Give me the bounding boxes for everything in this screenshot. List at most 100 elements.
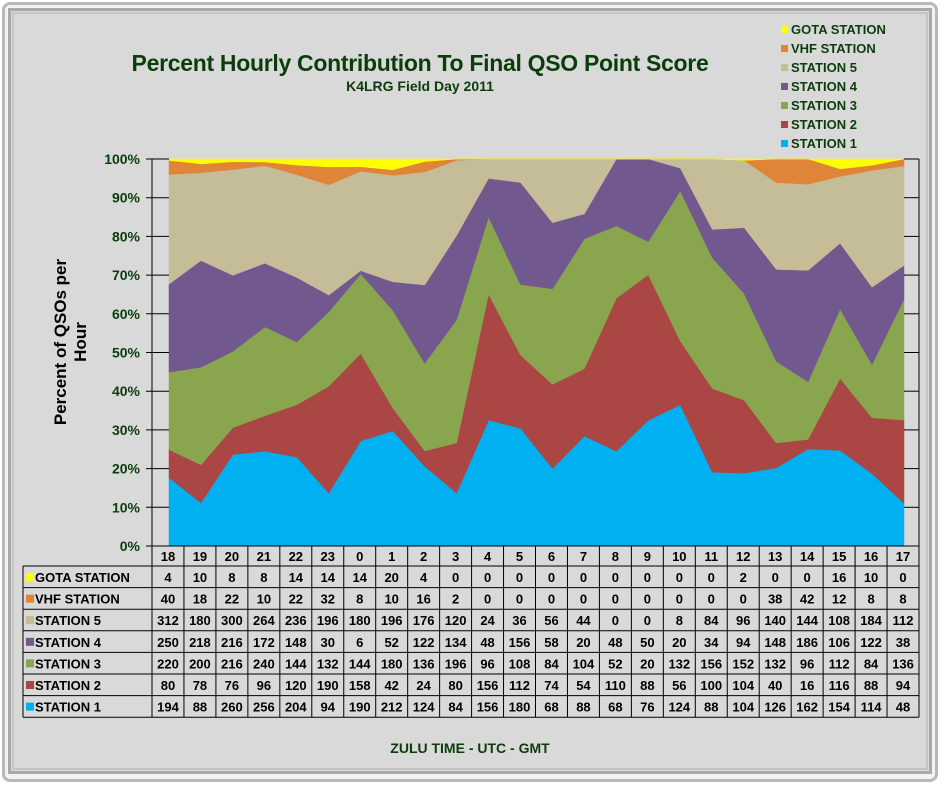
- table-cell: 22: [225, 592, 239, 607]
- table-row-label: GOTA STATION: [35, 570, 130, 585]
- table-cell: 0: [516, 570, 523, 585]
- table-cell: 22: [289, 592, 303, 607]
- table-cell: 0: [452, 570, 459, 585]
- table-cell: 8: [899, 592, 906, 607]
- table-cell: 124: [668, 700, 690, 715]
- y-tick-label: 10%: [112, 499, 141, 515]
- table-cell: 10: [257, 592, 271, 607]
- table-cell: 20: [384, 570, 398, 585]
- table-cell: 106: [828, 635, 850, 650]
- table-cell: 0: [612, 613, 619, 628]
- table-cell: 194: [157, 700, 179, 715]
- table-cell: 50: [640, 635, 654, 650]
- table-cell: 30: [321, 635, 335, 650]
- table-key-station-1: [26, 702, 34, 711]
- legend-swatch: [781, 102, 788, 109]
- table-cell: 20: [640, 656, 654, 671]
- table-cell: 156: [700, 656, 722, 671]
- table-row-label: STATION 2: [35, 678, 101, 693]
- table-cell: 94: [736, 635, 751, 650]
- chart-inner-border: [12, 12, 928, 770]
- table-cell: 16: [832, 570, 846, 585]
- table-cell: 14: [321, 570, 336, 585]
- table-cell: 96: [800, 656, 814, 671]
- table-cell: 216: [221, 656, 243, 671]
- table-cell: 76: [640, 700, 654, 715]
- legend-label: STATION 3: [791, 98, 857, 113]
- table-key-station-5: [26, 616, 34, 625]
- table-cell: 94: [321, 700, 336, 715]
- table-cell: 84: [448, 700, 463, 715]
- table-cell: 0: [580, 592, 587, 607]
- table-cell: 80: [448, 678, 462, 693]
- legend-label: STATION 2: [791, 117, 857, 132]
- table-key-station-3: [26, 659, 34, 668]
- table-cell: 156: [509, 635, 531, 650]
- table-cell: 48: [480, 635, 494, 650]
- table-cell: 8: [228, 570, 235, 585]
- table-cell: 14: [352, 570, 367, 585]
- table-cell: 0: [612, 570, 619, 585]
- y-tick-label: 90%: [112, 190, 141, 206]
- table-key-station-4: [26, 637, 34, 646]
- table-cell: 0: [740, 592, 747, 607]
- table-cell: 180: [189, 613, 211, 628]
- table-cell: 80: [161, 678, 175, 693]
- table-cell: 0: [899, 570, 906, 585]
- table-cell: 4: [420, 570, 428, 585]
- x-tick-label: 7: [580, 549, 587, 564]
- table-cell: 84: [864, 656, 879, 671]
- y-tick-label: 100%: [104, 151, 140, 167]
- table-cell: 18: [193, 592, 207, 607]
- legend-label: VHF STATION: [791, 41, 876, 56]
- table-cell: 52: [608, 656, 622, 671]
- x-tick-label: 14: [800, 549, 815, 564]
- table-cell: 84: [704, 613, 719, 628]
- table-cell: 20: [672, 635, 686, 650]
- x-tick-label: 19: [193, 549, 207, 564]
- table-row-label: STATION 1: [35, 700, 101, 715]
- y-tick-label: 0%: [120, 538, 141, 554]
- x-tick-label: 23: [321, 549, 335, 564]
- table-cell: 116: [829, 678, 850, 693]
- table-cell: 48: [608, 635, 622, 650]
- x-tick-label: 10: [672, 549, 686, 564]
- table-cell: 0: [676, 592, 683, 607]
- table-row-label: VHF STATION: [35, 592, 120, 607]
- table-cell: 144: [349, 656, 371, 671]
- table-cell: 144: [796, 613, 818, 628]
- table-cell: 88: [576, 700, 590, 715]
- table-cell: 0: [548, 570, 555, 585]
- table-cell: 0: [612, 592, 619, 607]
- legend-swatch: [781, 64, 788, 71]
- table-cell: 124: [413, 700, 435, 715]
- table-cell: 76: [225, 678, 239, 693]
- x-tick-label: 21: [257, 549, 271, 564]
- table-cell: 190: [349, 700, 371, 715]
- table-cell: 96: [257, 678, 271, 693]
- table-cell: 96: [736, 613, 750, 628]
- legend-swatch: [781, 83, 788, 90]
- x-tick-label: 17: [896, 549, 910, 564]
- table-cell: 148: [764, 635, 786, 650]
- table-cell: 0: [644, 613, 651, 628]
- table-cell: 16: [800, 678, 814, 693]
- table-cell: 8: [676, 613, 683, 628]
- table-cell: 74: [544, 678, 559, 693]
- legend-swatch: [781, 121, 788, 128]
- table-cell: 104: [732, 700, 754, 715]
- legend-swatch: [781, 140, 788, 147]
- table-cell: 112: [893, 613, 914, 628]
- x-tick-label: 2: [420, 549, 427, 564]
- table-cell: 204: [285, 700, 307, 715]
- table-key-gota-station: [26, 573, 34, 581]
- table-cell: 8: [867, 592, 874, 607]
- table-cell: 104: [573, 656, 595, 671]
- legend-item-station-3: STATION 3: [781, 96, 886, 115]
- table-cell: 132: [668, 656, 690, 671]
- table-cell: 172: [253, 635, 275, 650]
- table-cell: 2: [452, 592, 459, 607]
- x-tick-label: 20: [225, 549, 239, 564]
- table-cell: 4: [164, 570, 172, 585]
